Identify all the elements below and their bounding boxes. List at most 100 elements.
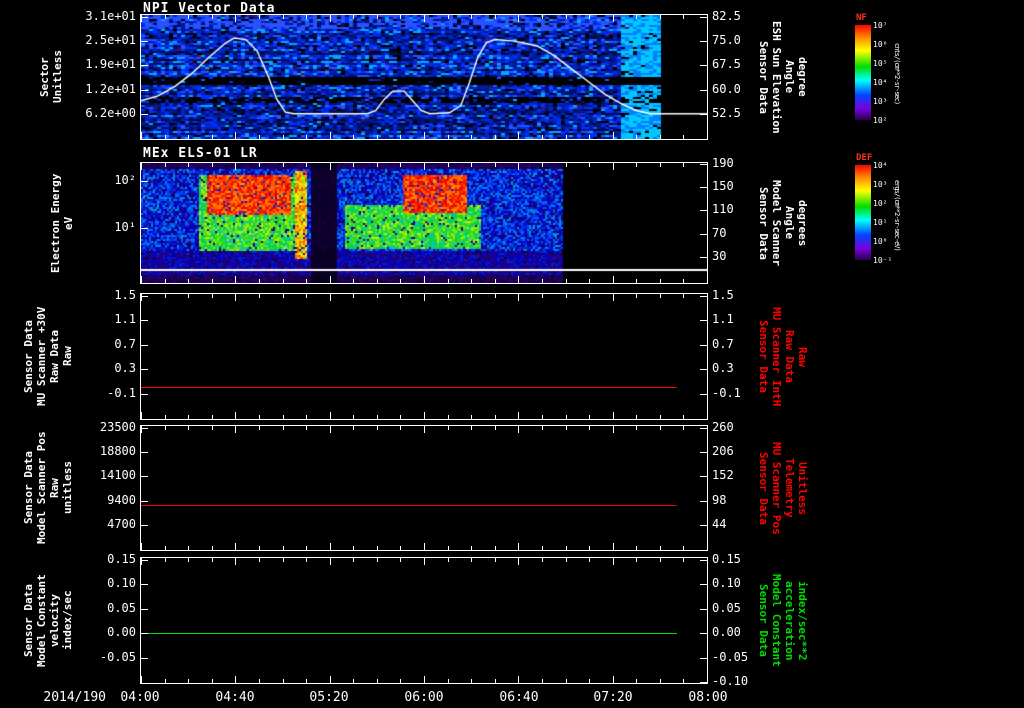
axis-tick — [700, 609, 707, 610]
axis-tick — [306, 426, 307, 430]
axis-tick — [377, 15, 378, 19]
axis-tick — [636, 135, 637, 139]
axis-tick — [188, 294, 189, 298]
colorbar-tick-label: 10⁶ — [873, 40, 888, 49]
x-axis-label: 06:40 — [499, 690, 539, 705]
axis-tick — [306, 135, 307, 139]
y-tick-label: 1.5 — [712, 288, 734, 302]
y-tick-label: 0.3 — [712, 361, 734, 376]
axis-tick — [495, 426, 496, 430]
axis-tick — [424, 543, 425, 550]
axis-tick — [330, 543, 331, 550]
right-axis-label-line: MU Scanner IntH — [770, 306, 783, 407]
axis-tick — [212, 294, 213, 298]
axis-tick — [707, 15, 708, 22]
axis-tick — [589, 279, 590, 283]
colorbar-tick-label: 10⁴ — [873, 78, 888, 87]
axis-tick — [353, 163, 354, 167]
y-axis-label-line: Unitless — [51, 50, 64, 104]
axis-tick — [566, 415, 567, 419]
axis-tick — [518, 558, 519, 565]
axis-tick — [518, 543, 519, 550]
colorbar-tick-label: 10⁵ — [873, 59, 888, 68]
axis-tick — [495, 546, 496, 550]
axis-tick — [636, 279, 637, 283]
right-axis-label-line: Model Scanner — [770, 179, 783, 267]
axis-tick — [141, 394, 148, 395]
axis-tick — [424, 412, 425, 419]
axis-tick — [471, 679, 472, 683]
axis-tick — [542, 546, 543, 550]
axis-tick — [377, 294, 378, 298]
right-axis-label-line: degree — [796, 57, 809, 97]
y-tick-label: 0.05 — [107, 600, 136, 615]
x-axis-label: 07:20 — [593, 690, 633, 705]
axis-tick — [589, 135, 590, 139]
y-axis-label-line: velocity — [48, 594, 61, 647]
axis-tick — [518, 294, 519, 301]
axis-tick — [235, 426, 236, 433]
axis-tick — [707, 132, 708, 139]
axis-tick — [471, 546, 472, 550]
axis-tick — [589, 546, 590, 550]
axis-tick — [400, 558, 401, 562]
axis-tick — [188, 558, 189, 562]
axis-tick — [542, 279, 543, 283]
axis-tick — [424, 163, 425, 170]
axis-tick — [471, 426, 472, 430]
y-tick-label: 9400 — [107, 492, 136, 507]
axis-tick — [400, 163, 401, 167]
right-axis-label-line: acceleration — [783, 580, 796, 661]
axis-tick — [141, 584, 148, 585]
axis-tick — [400, 15, 401, 19]
axis-tick — [212, 546, 213, 550]
axis-tick — [448, 135, 449, 139]
axis-tick — [212, 15, 213, 19]
axis-tick — [700, 257, 707, 258]
y-tick-label: 18800 — [99, 444, 136, 459]
y-tick-label: 14100 — [99, 468, 136, 483]
y-tick-label: 98 — [712, 492, 727, 507]
y-tick-label: 10¹ — [114, 219, 136, 234]
y-tick-label: 4700 — [107, 516, 136, 531]
axis-tick — [700, 658, 707, 659]
axis-tick — [566, 135, 567, 139]
axis-tick — [330, 276, 331, 283]
axis-tick — [700, 476, 707, 477]
axis-tick — [700, 210, 707, 211]
axis-tick — [471, 294, 472, 298]
y-axis-label-velocity: Sensor Data Model Constant velocity inde… — [14, 557, 82, 684]
axis-tick — [424, 426, 425, 433]
y-tick-label: 0.00 — [712, 625, 741, 640]
axis-tick — [613, 412, 614, 419]
axis-tick — [330, 132, 331, 139]
right-axis-label-line: Sensor Data — [757, 451, 770, 525]
axis-tick — [212, 163, 213, 167]
axis-tick — [188, 679, 189, 683]
axis-tick — [448, 558, 449, 562]
axis-tick — [259, 15, 260, 19]
axis-tick — [613, 15, 614, 22]
right-axis-label-acceleration: Sensor Data Model Constant acceleration … — [752, 557, 814, 684]
y-axis-label-npi: Sector Unitless — [18, 14, 84, 140]
axis-tick — [613, 426, 614, 433]
axis-tick — [471, 135, 472, 139]
axis-tick — [566, 15, 567, 19]
axis-tick — [353, 415, 354, 419]
axis-tick — [660, 15, 661, 19]
axis-tick — [259, 415, 260, 419]
axis-tick — [424, 276, 425, 283]
axis-tick — [283, 558, 284, 562]
right-axis-label-line: Sensor Data — [757, 186, 770, 260]
axis-tick — [589, 163, 590, 167]
axis-tick — [283, 15, 284, 19]
y-tick-label: 152 — [712, 468, 734, 483]
axis-tick — [542, 135, 543, 139]
right-axis-label-line: Angle — [783, 60, 796, 94]
axis-tick — [707, 543, 708, 550]
axis-tick — [495, 279, 496, 283]
axis-tick — [613, 163, 614, 170]
axis-tick — [141, 369, 148, 370]
axis-tick — [683, 15, 684, 19]
axis-tick — [636, 679, 637, 683]
